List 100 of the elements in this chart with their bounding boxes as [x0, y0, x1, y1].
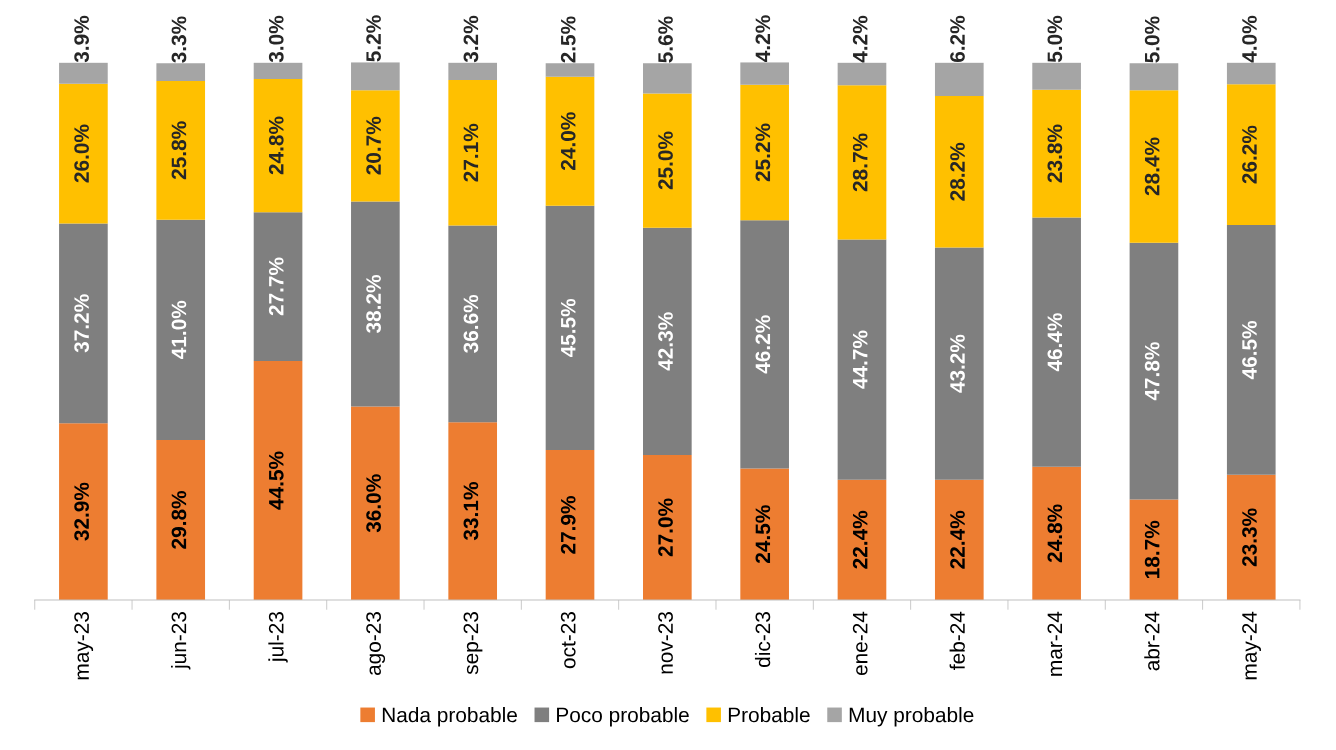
- data-label: 20.7%: [366, 116, 381, 175]
- data-label: 24.5%: [755, 505, 771, 563]
- bar: [643, 93, 692, 228]
- data-label: 26.0%: [74, 124, 89, 183]
- data-label: 22.4%: [852, 510, 868, 569]
- data-label: 27.0%: [658, 498, 673, 557]
- data-label: 23.3%: [1242, 508, 1257, 567]
- data-label: 3.9%: [74, 15, 90, 63]
- bar: [1129, 499, 1179, 600]
- data-label: 22.4%: [950, 510, 965, 569]
- bar: [1129, 90, 1179, 243]
- data-label: 45.5%: [560, 298, 576, 358]
- bar: [448, 422, 498, 600]
- bar: [837, 85, 887, 240]
- data-label: 18.7%: [1144, 520, 1160, 578]
- bar: [448, 225, 498, 423]
- bar: [156, 219, 206, 440]
- x-tick-label: jun-23: [171, 612, 191, 670]
- bar: [1032, 217, 1081, 467]
- x-tick-label: ago-23: [366, 612, 386, 676]
- bar: [253, 360, 303, 600]
- legend-label: Muy probable: [849, 707, 974, 727]
- data-label: 47.8%: [1144, 342, 1160, 401]
- data-label: 46.2%: [755, 315, 771, 374]
- data-label: 28.7%: [852, 133, 868, 192]
- bar: [643, 227, 692, 455]
- bar: [1032, 89, 1081, 218]
- data-label: 36.6%: [463, 294, 479, 353]
- data-label: 4.2%: [755, 15, 771, 62]
- data-label: 4.2%: [852, 15, 868, 63]
- x-tick-label: dic-23: [754, 612, 771, 667]
- bar: [253, 212, 303, 361]
- legend-label: Nada probable: [382, 707, 517, 727]
- data-label: 32.9%: [74, 482, 90, 541]
- x-tick-label: oct-23: [560, 612, 576, 669]
- data-label: 5.0%: [1144, 16, 1160, 63]
- bar: [351, 62, 400, 91]
- bar: [156, 63, 206, 82]
- bar: [59, 83, 108, 224]
- bar: [253, 62, 303, 79]
- bar: [1032, 466, 1081, 600]
- data-label: 28.4%: [1144, 137, 1160, 196]
- data-label: 4.0%: [1242, 15, 1257, 63]
- data-label: 3.0%: [268, 15, 284, 63]
- bar: [740, 220, 789, 469]
- data-label: 24.8%: [268, 116, 284, 175]
- bar: [351, 406, 400, 600]
- data-label: 3.2%: [463, 15, 479, 63]
- data-label: 27.9%: [560, 496, 576, 554]
- data-label: 42.3%: [658, 312, 673, 371]
- bar: [1129, 242, 1179, 500]
- data-label: 43.2%: [950, 334, 965, 393]
- bar: [1226, 474, 1276, 600]
- bar: [156, 81, 206, 220]
- data-label: 27.7%: [268, 257, 284, 316]
- data-label: 5.0%: [1047, 15, 1063, 63]
- data-label: 29.8%: [171, 490, 187, 549]
- data-label: 44.5%: [268, 451, 284, 510]
- legend-label: Poco probable: [557, 707, 689, 727]
- bar: [837, 239, 887, 480]
- data-label: 46.5%: [1242, 320, 1257, 380]
- data-label: 23.8%: [1047, 124, 1063, 183]
- bar: [740, 84, 789, 221]
- x-tick-label: sep-23: [463, 612, 483, 675]
- bar: [934, 62, 984, 97]
- x-tick-label: ene-24: [852, 611, 868, 676]
- bar: [837, 479, 887, 600]
- bar: [837, 62, 887, 86]
- bar: [156, 439, 206, 600]
- bar: [448, 79, 498, 226]
- bar: [934, 247, 984, 480]
- data-label: 6.2%: [950, 15, 965, 63]
- data-label: 5.2%: [366, 15, 381, 62]
- bar: [59, 223, 108, 424]
- data-label: 3.3%: [171, 16, 187, 63]
- x-tick-label: may-23: [74, 612, 94, 680]
- bar: [545, 63, 595, 77]
- bar: [1226, 62, 1276, 85]
- data-label: 44.7%: [852, 330, 868, 389]
- data-label: 36.0%: [366, 474, 381, 533]
- bar: [448, 62, 498, 80]
- data-label: 25.8%: [171, 121, 187, 180]
- x-tick-label: may-24: [1242, 611, 1261, 680]
- data-label: 33.1%: [463, 482, 479, 541]
- bar: [934, 479, 984, 600]
- data-label: 24.8%: [1047, 504, 1063, 563]
- bar: [1226, 225, 1276, 475]
- data-label: 38.2%: [366, 275, 381, 334]
- x-tick-label: feb-24: [949, 611, 965, 670]
- data-label: 28.2%: [950, 142, 965, 201]
- bar: [643, 63, 692, 94]
- data-label: 24.0%: [560, 112, 576, 171]
- data-label: 37.2%: [74, 294, 90, 353]
- bar: [351, 90, 400, 202]
- bar: [740, 468, 789, 600]
- data-label: 26.2%: [1242, 125, 1257, 184]
- data-label: 27.1%: [463, 123, 479, 182]
- legend-label: Probable: [728, 707, 810, 723]
- bar: [253, 78, 303, 213]
- x-tick-label: nov-23: [658, 612, 673, 674]
